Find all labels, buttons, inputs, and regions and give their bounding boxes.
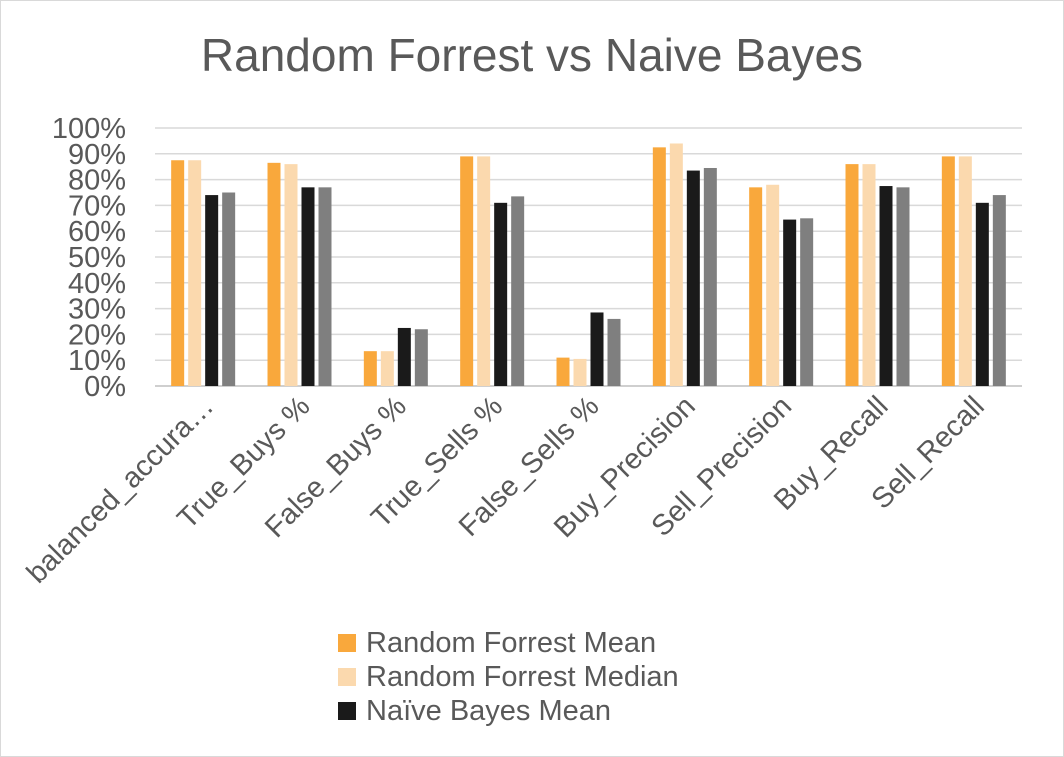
bar — [556, 357, 570, 386]
category-label: balanced_accura… — [21, 390, 220, 589]
bar — [205, 195, 219, 386]
y-tick-label: 90% — [68, 139, 126, 171]
bar — [607, 318, 621, 386]
bar — [800, 218, 814, 386]
y-tick-label: 70% — [68, 190, 126, 222]
y-tick-label: 50% — [68, 242, 126, 274]
bar — [845, 164, 859, 386]
bars — [171, 143, 1006, 386]
legend-item: Random Forrest Mean — [338, 626, 679, 660]
bar — [896, 187, 910, 386]
y-tick-label: 80% — [68, 165, 126, 197]
legend-item: Naïve Bayes Mean — [338, 694, 679, 728]
y-tick-label: 0% — [84, 371, 126, 403]
bar — [414, 329, 428, 386]
bar — [284, 164, 298, 386]
y-tick-label: 20% — [68, 319, 126, 351]
bar — [494, 202, 508, 386]
legend-swatch — [338, 702, 356, 720]
bar — [222, 192, 236, 386]
bar — [958, 156, 972, 386]
legend: Random Forrest Mean Random Forrest Median… — [338, 626, 679, 728]
bar — [652, 147, 666, 386]
bar — [992, 195, 1006, 386]
bar — [590, 312, 604, 386]
bar — [975, 202, 989, 386]
bar — [171, 160, 185, 386]
bar — [301, 187, 315, 386]
bar — [397, 327, 411, 386]
bar — [749, 187, 763, 386]
bar — [686, 170, 700, 386]
y-tick-label: 10% — [68, 345, 126, 377]
category-labels: balanced_accura…True_Buys %False_Buys %T… — [21, 390, 991, 589]
chart-title: Random Forrest vs Naive Bayes — [200, 29, 864, 81]
y-axis-ticks: 0%10%20%30%40%50%60%70%80%90%100% — [52, 113, 126, 403]
bar — [862, 164, 876, 386]
bar — [477, 156, 491, 386]
bar — [380, 351, 394, 386]
legend-swatch — [338, 634, 356, 652]
legend-label: Random Forrest Mean — [366, 626, 657, 659]
bar — [511, 196, 525, 386]
legend-swatch — [338, 668, 356, 686]
bar — [573, 358, 587, 386]
bar — [460, 156, 474, 386]
bar — [669, 143, 683, 386]
bar — [783, 219, 797, 386]
bar — [941, 156, 955, 386]
legend-label: Naïve Bayes Mean — [366, 694, 612, 727]
bar — [267, 162, 281, 386]
y-tick-label: 30% — [68, 294, 126, 326]
bar — [766, 184, 780, 386]
legend-item: Random Forrest Median — [338, 660, 679, 694]
bar — [188, 160, 202, 386]
y-tick-label: 60% — [68, 216, 126, 248]
bar — [363, 351, 377, 386]
legend-label: Random Forrest Median — [366, 660, 679, 693]
bar — [703, 167, 717, 386]
y-tick-label: 100% — [52, 113, 126, 145]
y-tick-label: 40% — [68, 268, 126, 300]
bar — [318, 187, 332, 386]
bar — [879, 186, 893, 386]
gridlines — [155, 127, 1022, 387]
